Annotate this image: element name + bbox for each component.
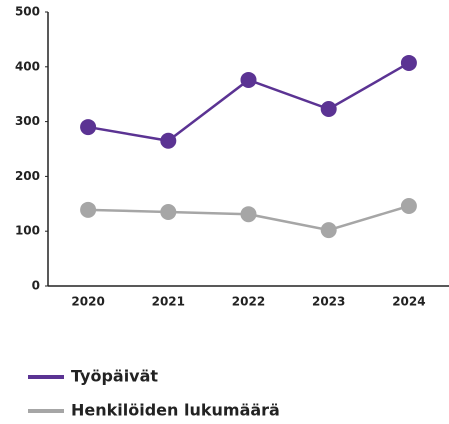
point xyxy=(320,100,337,117)
point xyxy=(80,201,97,218)
x-tick-label: 2023 xyxy=(312,295,345,309)
y-tick-label: 200 xyxy=(15,169,40,183)
y-tick-label: 300 xyxy=(15,114,40,128)
point xyxy=(320,222,337,239)
point xyxy=(80,119,97,136)
point xyxy=(240,71,257,88)
y-tick-label: 400 xyxy=(15,59,40,73)
x-tick-label: 2022 xyxy=(232,295,265,309)
point xyxy=(240,206,257,223)
point xyxy=(400,197,417,214)
legend-label: Henkilöiden lukumäärä xyxy=(71,401,280,420)
legend-label: Työpäivät xyxy=(71,367,158,386)
y-tick-label: 100 xyxy=(15,224,40,238)
point xyxy=(160,132,177,149)
point xyxy=(160,204,177,221)
y-tick-label: 500 xyxy=(15,5,40,19)
point xyxy=(400,54,417,71)
x-tick-label: 2020 xyxy=(71,295,104,309)
y-tick-label: 0 xyxy=(32,279,40,293)
x-tick-label: 2021 xyxy=(152,295,185,309)
x-tick-label: 2024 xyxy=(392,295,425,309)
